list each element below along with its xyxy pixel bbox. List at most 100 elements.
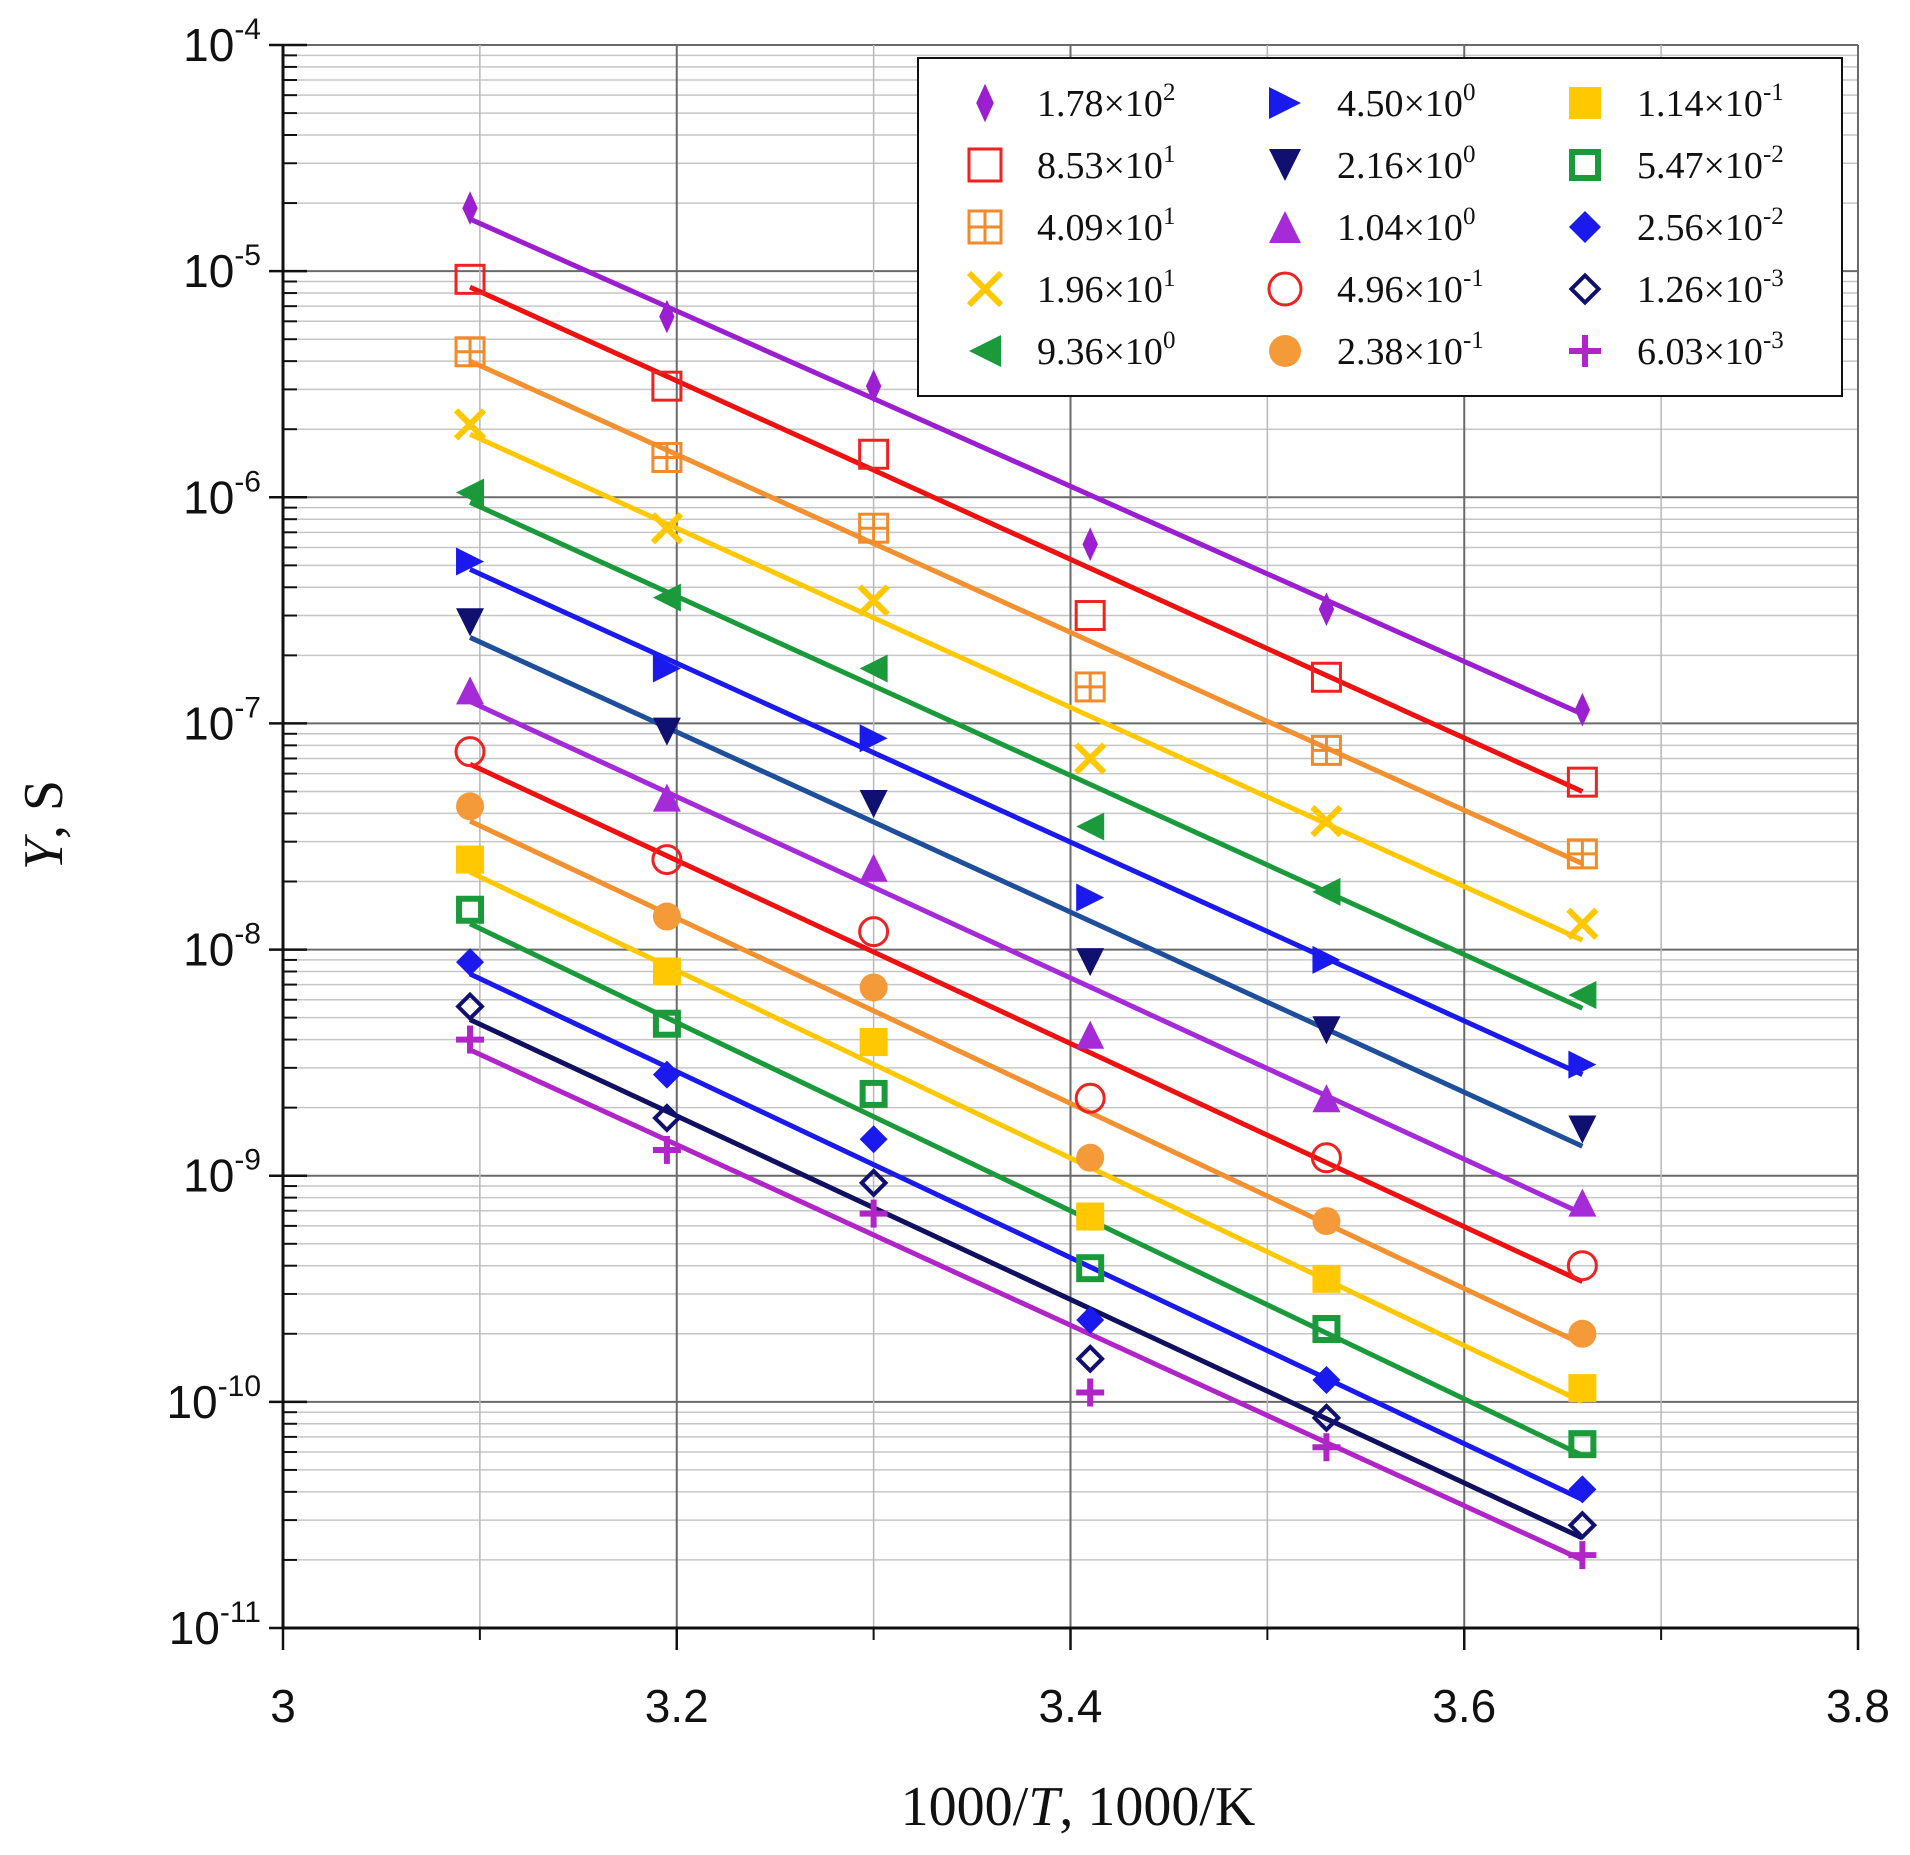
legend-label: 9.36×100 (1037, 327, 1175, 373)
data-point (652, 1135, 681, 1164)
data-point (1566, 838, 1598, 870)
x-tick-label: 3.2 (645, 1680, 709, 1732)
legend-label: 1.14×10-1 (1637, 79, 1784, 125)
fit-line (468, 567, 1584, 1077)
data-point (462, 191, 478, 225)
data-point (1566, 766, 1598, 798)
legend-item: 9.36×100 (969, 327, 1175, 373)
data-point (1076, 1254, 1105, 1283)
data-point (1312, 1084, 1341, 1113)
data-point (651, 844, 683, 876)
legend-marker (1269, 335, 1301, 367)
data-point (651, 441, 683, 473)
legend-item: 5.47×10-2 (1569, 141, 1784, 187)
data-point (652, 583, 681, 612)
data-point (1568, 1430, 1597, 1459)
y-tick-label: 10-4 (183, 13, 261, 71)
data-point (1074, 1082, 1106, 1114)
data-point (859, 1028, 888, 1057)
legend-label: 6.03×10-3 (1637, 327, 1784, 373)
x-tick-label: 3.8 (1826, 1680, 1890, 1732)
legend-item: 1.14×10-1 (1569, 79, 1784, 125)
data-point (1574, 692, 1591, 727)
data-point (1082, 527, 1098, 562)
fit-line (468, 971, 1584, 1502)
data-point (1074, 600, 1106, 632)
legend-item: 4.09×101 (967, 203, 1175, 249)
fit-line (468, 921, 1584, 1458)
data-point (858, 512, 890, 544)
data-point (455, 991, 485, 1022)
data-point (859, 654, 888, 683)
x-axis-label: 1000/T, 1000/K (901, 1776, 1256, 1838)
data-point (1568, 1319, 1597, 1348)
data-point (1076, 883, 1105, 912)
data-point (454, 263, 486, 295)
data-point (1076, 1143, 1105, 1172)
data-point (652, 717, 681, 746)
data-point (1076, 812, 1105, 841)
data-point (652, 1103, 682, 1133)
data-point (652, 957, 681, 986)
legend-marker (967, 209, 1003, 245)
data-point (859, 1079, 888, 1108)
legend-item: 4.96×10-1 (1267, 265, 1484, 311)
data-point (858, 438, 890, 470)
data-point (859, 973, 888, 1002)
legend-item: 1.78×102 (976, 79, 1175, 125)
data-point (1310, 734, 1342, 766)
data-point (1312, 1207, 1341, 1236)
data-point (456, 547, 485, 576)
data-point (1568, 1050, 1597, 1079)
legend-marker (967, 147, 1003, 183)
y-tick-label: 10-6 (183, 465, 261, 523)
legend-label: 8.53×101 (1037, 141, 1175, 187)
data-point (1310, 804, 1343, 838)
legend-label: 2.38×10-1 (1337, 327, 1484, 373)
data-point (454, 336, 486, 368)
data-markers (453, 191, 1599, 1570)
legend-marker (969, 335, 1001, 367)
legend-label: 2.56×10-2 (1637, 203, 1784, 249)
data-point (659, 299, 675, 334)
legend-marker (976, 83, 994, 123)
data-point (1318, 592, 1335, 626)
data-point (456, 478, 485, 507)
legend-label: 2.16×100 (1337, 141, 1475, 187)
data-point (1566, 907, 1599, 940)
y-tick-label: 10-8 (183, 918, 261, 976)
legend-marker (1269, 149, 1301, 181)
x-tick-label: 3.4 (1039, 1680, 1103, 1732)
data-point (652, 1060, 681, 1089)
legend-label: 1.78×102 (1037, 79, 1175, 125)
y-tick-label: 10-5 (183, 239, 261, 297)
data-point (1312, 1314, 1341, 1343)
fit-line (469, 216, 1584, 717)
data-point (1074, 742, 1107, 775)
data-point (858, 916, 890, 948)
data-point (859, 1199, 888, 1228)
legend-item: 8.53×101 (967, 141, 1175, 187)
data-point (1566, 1250, 1598, 1282)
data-point (456, 895, 485, 924)
data-point (456, 676, 485, 705)
legend-item: 2.38×10-1 (1269, 327, 1484, 373)
data-point (1076, 948, 1105, 977)
data-point (858, 1168, 889, 1198)
legend-label: 4.09×101 (1037, 203, 1175, 249)
data-point (1312, 877, 1341, 906)
y-axis-label: Y, S (13, 780, 75, 870)
data-point (1568, 1188, 1597, 1217)
axes: 10-4 10-5 10-6 10-7 10-8 10-9 10-10 10-113 3.2 3.… (166, 13, 1890, 1732)
legend-item: 2.56×10-2 (1569, 203, 1784, 249)
data-point (1076, 1202, 1105, 1231)
legend-label: 4.96×10-1 (1337, 265, 1484, 311)
legend-marker (1569, 149, 1601, 181)
y-tick-label: 10-11 (169, 1596, 261, 1654)
data-point (456, 948, 485, 977)
data-point (456, 1025, 485, 1054)
legend-item: 1.96×101 (966, 265, 1175, 311)
data-point (1312, 1365, 1341, 1394)
legend-item: 6.03×10-3 (1569, 327, 1784, 373)
